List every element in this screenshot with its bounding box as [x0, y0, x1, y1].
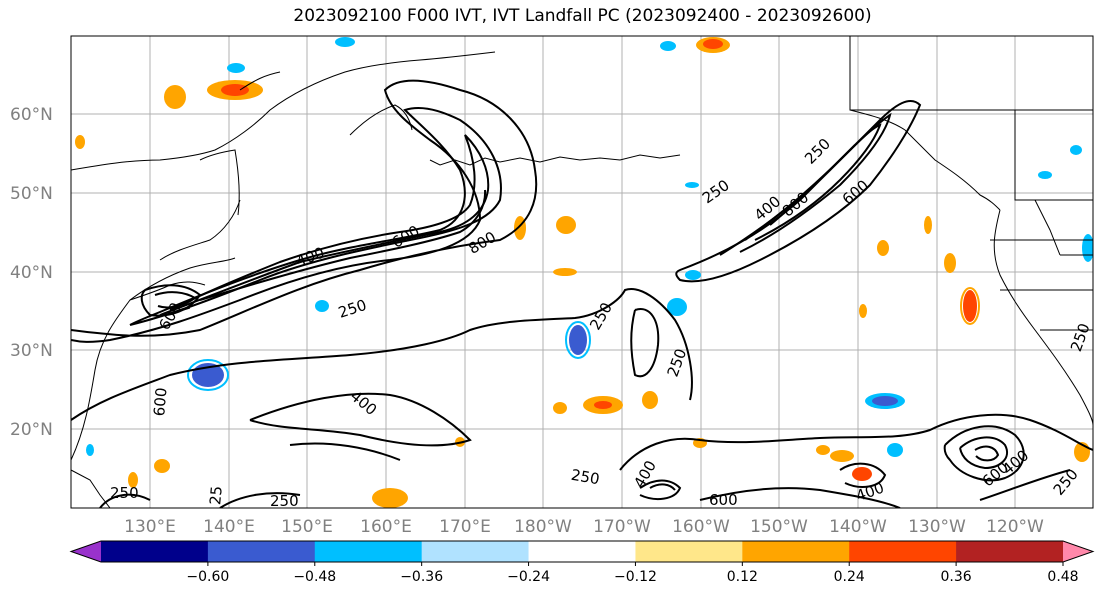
- lon-label: 170°E: [439, 517, 491, 537]
- colorbar-tick-label: 0.36: [941, 569, 972, 585]
- colorbar-segment: [956, 541, 1064, 562]
- colorbar-tick-label: 0.24: [834, 569, 865, 585]
- contour-label: 250: [110, 484, 139, 502]
- lat-label: 20°N: [10, 420, 53, 440]
- lon-label: 160°E: [360, 517, 412, 537]
- lon-axis: 130°E 140°E 150°E 160°E 170°E 180°W 170°…: [124, 517, 1044, 537]
- colorbar-tick-label: −0.60: [186, 569, 229, 585]
- colorbar: −0.60 −0.48 −0.36 −0.24 −0.12 0.12 0.24 0.36 0.4…: [69, 540, 1095, 585]
- contour-label: 600: [709, 491, 738, 509]
- lon-label: 170°W: [593, 517, 651, 537]
- ivt-contours: [71, 79, 1093, 508]
- colorbar-segment: [421, 541, 530, 562]
- colorbar-tick-label: −0.48: [293, 569, 336, 585]
- lon-label: 150°W: [750, 517, 808, 537]
- lat-label: 40°N: [10, 263, 53, 283]
- colorbar-outline: [69, 540, 1095, 563]
- lat-label: 50°N: [10, 184, 53, 204]
- contour-label: 250: [570, 466, 601, 489]
- colorbar-segment: [207, 541, 316, 562]
- colorbar-tick-label: −0.36: [400, 569, 443, 585]
- lon-label: 160°W: [672, 517, 730, 537]
- colorbar-tick-label: −0.12: [614, 569, 657, 585]
- lon-label: 130°E: [124, 517, 176, 537]
- contour-label: 600: [150, 387, 170, 417]
- colorbar-extend-low: [71, 541, 101, 562]
- colorbar-segment: [101, 541, 209, 562]
- colorbar-tick-label: −0.24: [507, 569, 550, 585]
- colorbar-segment: [528, 541, 636, 562]
- coastlines: [71, 36, 1093, 508]
- lat-label: 60°N: [10, 105, 53, 125]
- contour-label: 25: [206, 485, 226, 506]
- lon-label: 130°W: [908, 517, 966, 537]
- colorbar-tick-label: 0.48: [1047, 569, 1078, 585]
- colorbar-segment: [742, 541, 850, 562]
- contour-label: 250: [270, 492, 299, 510]
- lon-label: 140°E: [203, 517, 255, 537]
- lon-label: 140°W: [829, 517, 887, 537]
- colorbar-extend-high: [1063, 541, 1093, 562]
- chart-title: 2023092100 F000 IVT, IVT Landfall PC (20…: [293, 6, 872, 26]
- pc-shading: [75, 37, 1093, 508]
- colorbar-segment: [849, 541, 957, 562]
- lon-label: 120°W: [986, 517, 1044, 537]
- lat-label: 30°N: [10, 341, 53, 361]
- map-frame: [70, 35, 1094, 509]
- colorbar-segment: [635, 541, 743, 562]
- lon-label: 150°E: [281, 517, 333, 537]
- lat-axis: 60°N 50°N 40°N 30°N 20°N: [10, 105, 53, 440]
- lon-label: 180°W: [514, 517, 572, 537]
- colorbar-segment: [314, 541, 423, 562]
- colorbar-tick-label: 0.12: [727, 569, 758, 585]
